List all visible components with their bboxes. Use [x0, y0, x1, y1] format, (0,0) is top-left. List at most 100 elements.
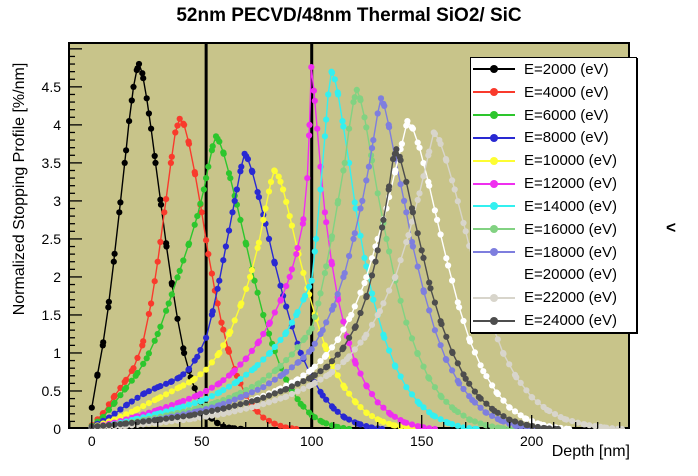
data-point-marker: [363, 274, 370, 281]
data-point-marker: [437, 231, 444, 238]
data-point-marker: [477, 420, 484, 427]
data-point-marker: [431, 207, 438, 214]
data-point-marker: [283, 368, 290, 375]
data-point-marker: [203, 366, 210, 373]
data-point-marker: [260, 311, 267, 319]
data-point-marker: [351, 303, 358, 310]
data-point-marker: [300, 378, 307, 385]
data-point-marker: [123, 401, 130, 408]
data-point-marker: [154, 330, 161, 338]
data-point-marker: [271, 376, 278, 383]
data-point-marker: [471, 349, 478, 356]
data-point-marker: [214, 300, 221, 307]
data-point-marker: [168, 388, 175, 395]
data-point-marker: [381, 334, 388, 341]
data-point-marker: [534, 399, 541, 406]
data-point-marker: [328, 368, 336, 376]
data-point-marker: [248, 389, 255, 396]
data-point-marker: [511, 418, 519, 425]
data-point-marker: [480, 368, 487, 375]
data-point-marker: [341, 159, 348, 166]
data-point-marker: [431, 413, 438, 420]
data-point-marker: [437, 342, 444, 349]
data-point-marker: [197, 410, 204, 417]
data-point-marker: [266, 319, 273, 326]
data-point-marker: [191, 375, 198, 382]
data-point-marker: [123, 420, 130, 427]
data-point-marker: [238, 300, 245, 307]
data-point-marker: [517, 379, 524, 386]
data-point-marker: [283, 283, 290, 290]
data-point-marker: [220, 410, 227, 417]
data-point-marker: [231, 402, 238, 409]
data-point-marker: [368, 272, 376, 279]
y-tick-label-1.5: 1.5: [41, 306, 61, 323]
data-point-marker: [277, 388, 284, 395]
data-point-marker: [523, 387, 530, 394]
data-point-marker: [431, 299, 438, 306]
data-point-marker: [414, 196, 421, 204]
data-point-marker: [94, 423, 101, 429]
data-point-marker: [418, 247, 425, 254]
data-point-marker: [566, 425, 573, 429]
legend-entry-20000ev: E=20000 (eV): [471, 264, 636, 286]
data-point-marker: [323, 420, 330, 427]
y-tick-label-2: 2: [53, 268, 61, 285]
legend-entry-16000ev: E=16000 (eV): [471, 218, 636, 240]
data-point-marker: [300, 403, 307, 410]
data-point-marker: [128, 377, 135, 384]
data-point-marker: [208, 384, 215, 391]
data-point-marker: [283, 376, 290, 383]
x-tick-label-50: 50: [193, 433, 210, 449]
legend-entry-6000ev: E=6000 (eV): [471, 104, 636, 126]
data-point-marker: [416, 190, 423, 197]
data-point-marker: [143, 355, 150, 362]
data-point-marker: [334, 423, 341, 429]
data-point-marker: [248, 267, 255, 274]
stray-character: <: [666, 218, 676, 237]
data-point-marker: [168, 281, 176, 288]
data-point-marker: [105, 401, 112, 408]
data-point-marker: [500, 413, 507, 420]
data-point-marker: [111, 250, 118, 257]
data-point-marker: [323, 396, 330, 403]
data-point-marker: [191, 221, 198, 228]
data-point-marker: [346, 125, 353, 132]
data-point-marker: [300, 354, 307, 361]
data-point-marker: [346, 159, 353, 166]
data-point-marker: [117, 199, 124, 206]
data-point-marker: [237, 361, 244, 368]
data-point-marker: [374, 247, 381, 254]
data-point-marker: [172, 129, 179, 136]
data-point-marker: [454, 299, 461, 306]
data-point-marker: [134, 354, 141, 361]
legend-label: E=6000 (eV): [524, 106, 609, 124]
data-point-marker: [308, 346, 315, 353]
data-point-marker: [380, 418, 387, 425]
data-point-marker: [277, 336, 284, 343]
data-point-marker: [275, 173, 282, 180]
data-point-marker: [460, 317, 467, 325]
data-point-marker: [420, 404, 427, 411]
data-point-marker: [254, 362, 261, 369]
y-tick-label-3.5: 3.5: [41, 154, 61, 171]
data-point-marker: [192, 171, 199, 178]
data-point-marker: [524, 422, 531, 429]
data-point-marker: [361, 254, 368, 261]
data-point-marker: [262, 205, 269, 212]
data-point-marker: [135, 60, 143, 68]
data-point-marker: [390, 156, 397, 163]
legend-entry-22000ev: E=22000 (eV): [471, 287, 636, 309]
data-point-marker: [255, 338, 262, 345]
data-point-marker: [454, 360, 461, 367]
data-point-marker: [477, 395, 484, 402]
data-point-marker: [328, 261, 336, 268]
y-tick-label-1: 1: [53, 344, 61, 361]
data-point-marker: [370, 137, 377, 144]
data-point-marker: [203, 334, 210, 341]
data-point-marker: [420, 254, 427, 261]
data-point-marker: [294, 309, 301, 316]
data-point-marker: [121, 159, 128, 166]
data-point-marker: [231, 408, 238, 415]
data-point-marker: [185, 395, 193, 402]
